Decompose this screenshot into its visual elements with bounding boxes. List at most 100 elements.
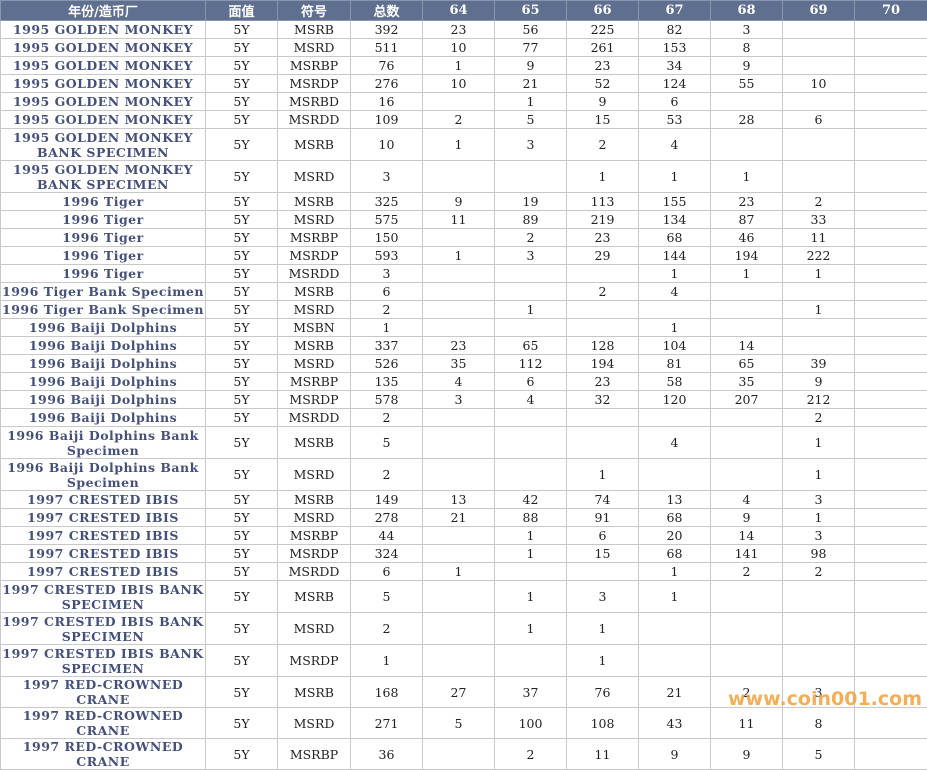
cell: MSRDP xyxy=(278,75,351,93)
cell: 124 xyxy=(639,75,711,93)
coin-name: 1997 CRESTED IBIS BANK SPECIMEN xyxy=(1,645,206,677)
cell: 5Y xyxy=(206,739,278,770)
cell xyxy=(855,645,927,677)
cell xyxy=(423,459,495,491)
cell: 1 xyxy=(495,301,567,319)
cell: 5Y xyxy=(206,581,278,613)
cell: 81 xyxy=(639,355,711,373)
cell xyxy=(855,563,927,581)
header-cell: 67 xyxy=(639,1,711,21)
cell: 271 xyxy=(351,708,423,739)
cell: MSRB xyxy=(278,491,351,509)
cell: 2 xyxy=(711,563,783,581)
cell: 5Y xyxy=(206,373,278,391)
cell: 5 xyxy=(351,427,423,459)
cell: 3 xyxy=(711,21,783,39)
cell: 593 xyxy=(351,247,423,265)
cell: 1 xyxy=(639,265,711,283)
cell: 5Y xyxy=(206,265,278,283)
cell: 65 xyxy=(495,337,567,355)
cell xyxy=(783,337,855,355)
cell xyxy=(783,39,855,57)
cell: 1 xyxy=(495,613,567,645)
header-cell: 68 xyxy=(711,1,783,21)
cell: 337 xyxy=(351,337,423,355)
cell: 6 xyxy=(351,563,423,581)
cell: 5Y xyxy=(206,21,278,39)
cell xyxy=(855,39,927,57)
cell: 3 xyxy=(495,129,567,161)
cell xyxy=(855,527,927,545)
cell xyxy=(783,319,855,337)
cell: 5 xyxy=(495,111,567,129)
cell: 5 xyxy=(423,708,495,739)
cell: 3 xyxy=(495,247,567,265)
cell: 113 xyxy=(567,193,639,211)
cell: 20 xyxy=(639,527,711,545)
cell: 511 xyxy=(351,39,423,57)
cell: 46 xyxy=(711,229,783,247)
cell: 13 xyxy=(639,491,711,509)
cell: 3 xyxy=(567,581,639,613)
cell: 2 xyxy=(783,193,855,211)
cell: MSRDP xyxy=(278,645,351,677)
cell: 2 xyxy=(423,111,495,129)
cell: MSRB xyxy=(278,337,351,355)
cell: 108 xyxy=(567,708,639,739)
cell: MSRDP xyxy=(278,247,351,265)
cell: 1 xyxy=(423,247,495,265)
cell xyxy=(567,563,639,581)
cell xyxy=(423,265,495,283)
cell: 56 xyxy=(495,21,567,39)
cell: MSRD xyxy=(278,459,351,491)
cell: 1 xyxy=(495,545,567,563)
cell: 19 xyxy=(495,193,567,211)
cell: 225 xyxy=(567,21,639,39)
header-cell: 符号 xyxy=(278,1,351,21)
cell xyxy=(855,211,927,229)
cell: 5Y xyxy=(206,301,278,319)
cell xyxy=(567,427,639,459)
cell: MSRD xyxy=(278,301,351,319)
coin-name: 1996 Tiger xyxy=(1,265,206,283)
cell: 5Y xyxy=(206,75,278,93)
cell: 109 xyxy=(351,111,423,129)
cell: 1 xyxy=(783,265,855,283)
cell xyxy=(855,161,927,193)
coin-name: 1995 GOLDEN MONKEY xyxy=(1,21,206,39)
cell: 1 xyxy=(351,645,423,677)
cell xyxy=(855,111,927,129)
coin-name: 1997 CRESTED IBIS xyxy=(1,509,206,527)
cell xyxy=(711,427,783,459)
cell: 1 xyxy=(495,581,567,613)
cell xyxy=(855,21,927,39)
cell: 112 xyxy=(495,355,567,373)
cell: 76 xyxy=(351,57,423,75)
header-cell: 65 xyxy=(495,1,567,21)
cell: 68 xyxy=(639,545,711,563)
cell xyxy=(855,129,927,161)
cell: 44 xyxy=(351,527,423,545)
coin-name: 1995 GOLDEN MONKEY xyxy=(1,93,206,111)
cell: 2 xyxy=(567,129,639,161)
cell: 134 xyxy=(639,211,711,229)
cell: 3 xyxy=(351,161,423,193)
cell: 14 xyxy=(711,337,783,355)
cell: 4 xyxy=(495,391,567,409)
coin-name: 1995 GOLDEN MONKEY xyxy=(1,111,206,129)
cell: 9 xyxy=(639,739,711,770)
cell: 5Y xyxy=(206,645,278,677)
cell: 2 xyxy=(351,613,423,645)
cell xyxy=(423,613,495,645)
cell: 35 xyxy=(711,373,783,391)
cell: 21 xyxy=(423,509,495,527)
cell: 5Y xyxy=(206,39,278,57)
coin-name: 1997 CRESTED IBIS BANK SPECIMEN xyxy=(1,613,206,645)
